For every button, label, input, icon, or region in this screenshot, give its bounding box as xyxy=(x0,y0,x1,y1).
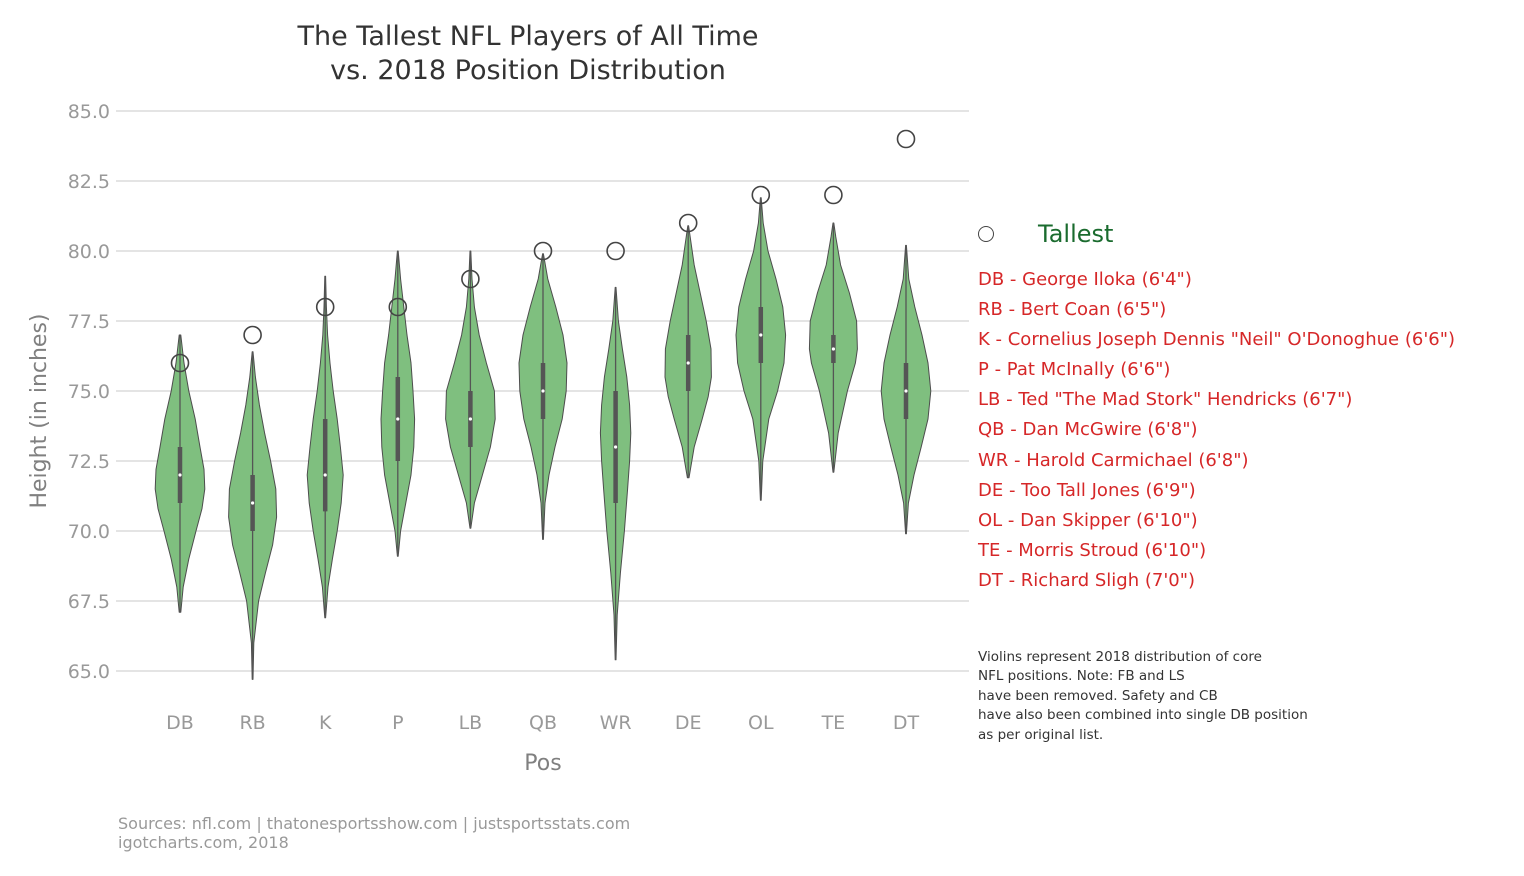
violin-dt xyxy=(880,244,932,535)
tallest-point-te xyxy=(824,185,843,205)
legend-label: Tallest xyxy=(1038,220,1114,248)
tallest-list-item: P - Pat McInally (6'6") xyxy=(978,359,1171,381)
tallest-point-p xyxy=(388,297,408,317)
y-tick-label: 80.0 xyxy=(68,241,110,263)
violins xyxy=(154,197,932,680)
violin-median xyxy=(251,501,255,505)
y-axis-label: Height (in inches) xyxy=(27,313,52,508)
x-tick-label: OL xyxy=(748,712,774,734)
violin-k xyxy=(306,275,344,619)
tallest-point-rb xyxy=(243,325,262,345)
tallest-list-item: WR - Harold Carmichael (6'8") xyxy=(978,449,1249,471)
x-tick-label: P xyxy=(392,712,403,734)
tallest-players-list: DB - George Iloka (6'4") RB - Bert Coan (… xyxy=(978,265,1455,596)
chart-sources: Sources: nfl.com | thatonesportsshow.com… xyxy=(118,814,630,852)
violin-median xyxy=(323,473,327,477)
y-tick-label: 67.5 xyxy=(68,591,110,613)
y-tick-label: 85.0 xyxy=(68,101,110,123)
chart-title: The Tallest NFL Players of All Time vs. … xyxy=(228,20,828,88)
tallest-point-dt xyxy=(896,129,916,149)
violin-rb xyxy=(228,351,278,680)
violin-p xyxy=(380,250,416,557)
tallest-list-item: OL - Dan Skipper (6'10") xyxy=(978,509,1198,531)
violin-median xyxy=(831,347,836,351)
y-tick-label: 75.0 xyxy=(68,381,110,403)
x-tick-label: WR xyxy=(600,712,632,734)
violin-te xyxy=(808,222,858,473)
chart-note: Violins represent 2018 distribution of c… xyxy=(978,648,1358,745)
tallest-points xyxy=(170,129,916,373)
violin-wr xyxy=(599,286,632,661)
x-axis-label: Pos xyxy=(524,751,561,776)
y-axis-ticks: 65.0 67.5 70.0 72.5 75.0 77.5 80.0 82.5 85.0 xyxy=(68,101,110,683)
violin-median xyxy=(904,389,908,393)
tallest-list-item: DE - Too Tall Jones (6'9") xyxy=(978,479,1196,501)
x-tick-label: K xyxy=(319,712,332,734)
note-line: NFL positions. Note: FB and LS xyxy=(978,668,1185,685)
tallest-list-item: RB - Bert Coan (6'5") xyxy=(978,299,1167,321)
x-tick-label: TE xyxy=(821,712,846,734)
violin-median xyxy=(541,389,545,393)
tallest-point-qb xyxy=(533,241,553,261)
violin-db xyxy=(154,334,206,613)
legend-circle-marker-icon xyxy=(978,226,994,242)
violin-median xyxy=(759,333,763,337)
violin-de xyxy=(664,225,712,479)
y-tick-label: 70.0 xyxy=(68,521,110,543)
tallest-point-db xyxy=(170,353,190,373)
tallest-list-item: DT - Richard Sligh (7'0") xyxy=(978,569,1196,591)
x-tick-label: DB xyxy=(166,712,194,734)
y-tick-label: 82.5 xyxy=(68,171,110,193)
tallest-point-k xyxy=(315,297,335,317)
y-tick-label: 77.5 xyxy=(68,311,110,333)
violin-median xyxy=(468,417,472,421)
violin-qb xyxy=(518,253,568,540)
tallest-list-item: LB - Ted "The Mad Stork" Hendricks (6'7"… xyxy=(978,389,1353,411)
source-line: Sources: nfl.com | thatonesportsshow.com… xyxy=(118,814,631,833)
chart-title-line: The Tallest NFL Players of All Time xyxy=(297,21,759,52)
violin-lb xyxy=(445,250,496,529)
violin-median xyxy=(614,445,618,449)
violin-median xyxy=(686,361,690,365)
source-line: igotcharts.com, 2018 xyxy=(118,833,289,852)
x-axis-ticks: DB RB K P LB QB WR DE OL TE DT xyxy=(166,712,919,734)
note-line: have been removed. Safety and CB xyxy=(978,687,1218,704)
note-line: as per original list. xyxy=(978,726,1104,743)
violin-ol xyxy=(735,197,787,501)
tallest-point-lb xyxy=(461,269,480,289)
violin-median xyxy=(178,473,182,477)
tallest-point-de xyxy=(678,213,698,233)
x-tick-label: QB xyxy=(529,712,557,734)
x-tick-label: DT xyxy=(893,712,920,734)
tallest-point-ol xyxy=(751,185,771,205)
tallest-point-wr xyxy=(606,241,625,261)
x-tick-label: LB xyxy=(459,712,483,734)
y-tick-label: 72.5 xyxy=(68,451,110,473)
violin-median xyxy=(396,417,400,421)
tallest-list-item: TE - Morris Stroud (6'10") xyxy=(978,539,1207,561)
x-tick-label: RB xyxy=(239,712,265,734)
chart-title-line: vs. 2018 Position Distribution xyxy=(330,55,726,86)
tallest-list-item: QB - Dan McGwire (6'8") xyxy=(978,419,1198,441)
tallest-list-item: K - Cornelius Joseph Dennis "Neil" O'Don… xyxy=(978,329,1456,351)
note-line: Violins represent 2018 distribution of c… xyxy=(978,649,1262,665)
tallest-list-item: DB - George Iloka (6'4") xyxy=(978,269,1192,290)
x-tick-label: DE xyxy=(675,712,702,734)
y-tick-label: 65.0 xyxy=(68,661,110,683)
note-line: have also been combined into single DB p… xyxy=(978,707,1308,724)
